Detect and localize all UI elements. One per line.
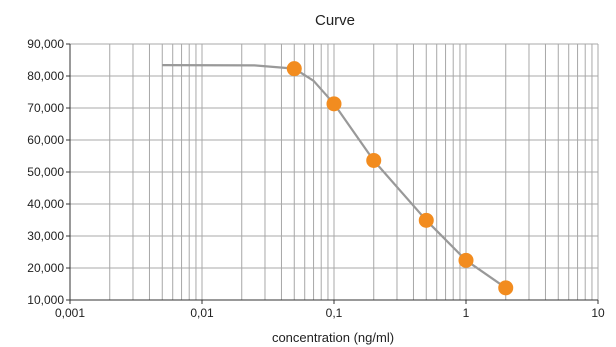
y-tick-label: 70,000: [27, 101, 64, 115]
data-point: [458, 252, 474, 268]
y-tick-label: 30,000: [27, 229, 64, 243]
x-tick-label: 1: [463, 306, 470, 320]
tick-labels: 10,000 20,000 30,000 40,000 50,000 60,000 70,0…: [27, 37, 605, 320]
y-tick-label: 10,000: [27, 293, 64, 307]
x-tick-label: 10: [591, 306, 605, 320]
x-tick-label: 0,1: [326, 306, 343, 320]
y-tick-label: 20,000: [27, 261, 64, 275]
y-tick-label: 40,000: [27, 197, 64, 211]
x-axis-title: concentration (ng/ml): [272, 330, 394, 345]
y-tick-label: 80,000: [27, 69, 64, 83]
chart-title: Curve: [315, 12, 355, 29]
y-tick-label: 90,000: [27, 37, 64, 51]
x-tick-label: 0,01: [190, 306, 214, 320]
y-tick-label: 60,000: [27, 133, 64, 147]
data-point: [366, 152, 382, 168]
x-tick-label: 0,001: [55, 306, 85, 320]
data-point: [286, 61, 302, 77]
axes: [66, 43, 599, 304]
data-point: [498, 280, 514, 296]
y-tick-label: 50,000: [27, 165, 64, 179]
data-point: [418, 212, 434, 228]
data-points: [286, 61, 514, 296]
grid: [69, 43, 599, 301]
data-point: [326, 96, 342, 112]
